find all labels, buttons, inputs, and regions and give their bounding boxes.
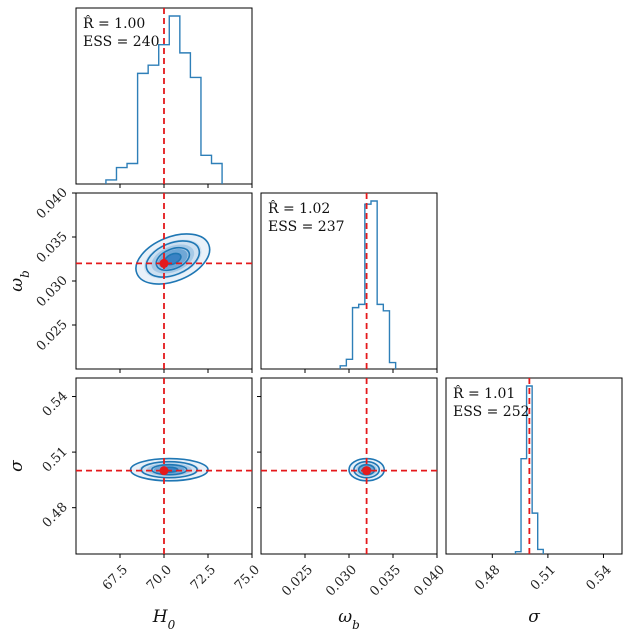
hist-panel-sigma: R̂ = 1.01 ESS = 252: [445, 377, 623, 555]
x-tick-label-omega_b: 0.030: [323, 562, 360, 599]
truth-point: [159, 466, 169, 476]
y-tick-label-sigma: 0.54: [40, 389, 71, 420]
x-axis-label-H0: H0: [152, 607, 176, 632]
y-tick-label-omega_b: 0.035: [34, 229, 71, 266]
truth-point: [159, 258, 169, 268]
rhat-text-omega_b: R̂ = 1.02: [268, 199, 330, 217]
y-axis-label-sigma: σ: [7, 460, 27, 472]
x-tick-label-sigma: 0.48: [472, 562, 503, 593]
x-tick-label-omega_b: 0.040: [411, 562, 448, 599]
pair-panel-H0-sigma: [75, 377, 253, 555]
x-tick-label-omega_b: 0.035: [367, 562, 404, 599]
panel-frame: [260, 377, 438, 555]
contour-0: [129, 457, 209, 482]
y-tick-label-sigma: 0.51: [40, 444, 71, 475]
panel-frame: [445, 377, 623, 555]
x-tick-label-sigma: 0.51: [528, 562, 559, 593]
ess-text-omega_b: ESS = 237: [268, 219, 345, 235]
hist-panel-omega_b: R̂ = 1.02 ESS = 237: [260, 192, 438, 370]
y-tick-label-sigma: 0.48: [40, 500, 71, 531]
x-tick-label-H0: 70.0: [144, 562, 175, 593]
histogram-omega_b: [339, 200, 397, 369]
y-axis-label-omega_b: ωb: [7, 270, 32, 292]
pair-panel-omega_b-sigma: [260, 377, 438, 555]
x-tick-label-omega_b: 0.025: [279, 562, 316, 599]
truth-point: [362, 466, 372, 476]
histogram-H0: [105, 15, 223, 184]
x-tick-label-H0: 72.5: [188, 562, 219, 593]
histogram-sigma: [514, 385, 544, 554]
contour-1: [140, 460, 198, 479]
y-tick-label-omega_b: 0.025: [34, 317, 71, 354]
x-tick-label-sigma: 0.54: [583, 562, 614, 593]
contour-2: [151, 463, 188, 476]
ess-text-sigma: ESS = 252: [453, 404, 530, 420]
x-tick-label-H0: 75.0: [232, 562, 263, 593]
rhat-text-sigma: R̂ = 1.01: [453, 384, 515, 402]
hist-panel-H0: R̂ = 1.00 ESS = 240: [75, 7, 253, 185]
contour-1: [145, 240, 201, 278]
x-axis-label-omega_b: ωb: [338, 607, 360, 632]
pair-panel-H0-omega_b: [75, 192, 253, 370]
rhat-text-H0: R̂ = 1.00: [83, 14, 145, 32]
y-tick-label-omega_b: 0.030: [34, 273, 71, 310]
ess-text-H0: ESS = 240: [83, 34, 160, 50]
x-tick-label-H0: 67.5: [100, 562, 131, 593]
x-axis-label-sigma: σ: [528, 607, 540, 627]
y-tick-label-omega_b: 0.040: [34, 185, 71, 222]
contour-2: [155, 246, 191, 272]
